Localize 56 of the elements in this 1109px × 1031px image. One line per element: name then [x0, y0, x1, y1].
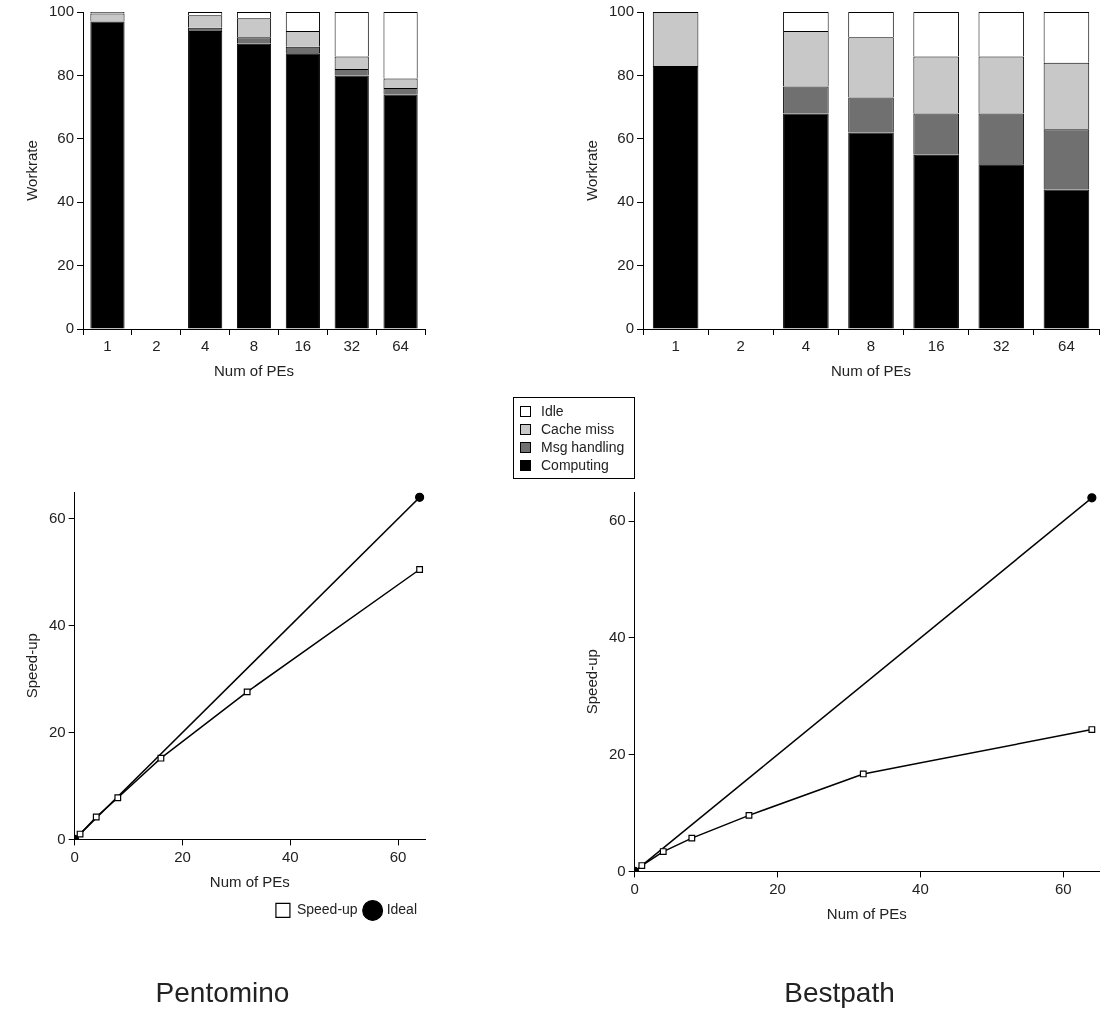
- x-tick-label: 8: [249, 337, 259, 355]
- y-axis-title: Workrate: [23, 140, 41, 201]
- y-axis-title: Speed-up: [583, 649, 601, 715]
- x-tick-label: 4: [200, 337, 210, 355]
- x-tick-label: 4: [801, 337, 811, 355]
- x-tick-label: 60: [1054, 879, 1072, 897]
- y-tick-label: 80: [57, 65, 75, 83]
- x-tick-label: 8: [866, 337, 876, 355]
- legend-label: Ideal: [386, 901, 417, 918]
- x-tick-label: 32: [992, 337, 1010, 355]
- legend-label: Computing: [541, 457, 609, 473]
- x-tick-label: 16: [294, 337, 312, 355]
- y-tick-label: 60: [609, 511, 626, 529]
- x-tick-label: 20: [769, 879, 786, 897]
- y-tick-label: 20: [49, 722, 66, 740]
- x-tick-label: 2: [152, 337, 161, 355]
- x-tick-label: 20: [174, 847, 191, 865]
- x-tick-label: 16: [927, 337, 945, 355]
- x-tick-label: 40: [912, 879, 929, 897]
- y-tick-label: 60: [49, 508, 66, 526]
- y-tick-label: 0: [625, 319, 635, 337]
- text: Bestpath: [784, 976, 895, 1008]
- y-tick-label: 100: [609, 2, 635, 20]
- x-tick-label: 2: [736, 337, 745, 355]
- x-tick-label: 60: [389, 847, 407, 865]
- legend-label: Msg handling: [541, 439, 625, 455]
- x-tick-label: 1: [103, 337, 112, 355]
- y-tick-label: 20: [617, 255, 635, 273]
- y-tick-label: 100: [49, 2, 75, 20]
- x-axis-title: Num of PEs: [826, 904, 907, 922]
- x-tick-label: 64: [1058, 337, 1075, 355]
- y-tick-label: 0: [617, 861, 626, 879]
- y-tick-label: 0: [57, 829, 66, 847]
- y-tick-label: 40: [617, 192, 635, 210]
- y-tick-label: 40: [609, 628, 626, 646]
- text: Pentomino: [155, 976, 290, 1008]
- legend-label: Cache miss: [541, 421, 615, 437]
- x-tick-label: 40: [281, 847, 299, 865]
- x-axis-title: Num of PEs: [214, 362, 295, 380]
- y-tick-label: 0: [65, 319, 75, 337]
- y-axis-title: Workrate: [583, 140, 601, 201]
- y-tick-label: 60: [57, 128, 75, 146]
- y-tick-label: 20: [609, 744, 626, 762]
- y-tick-label: 40: [49, 615, 66, 633]
- y-tick-label: 40: [57, 192, 75, 210]
- legend-label: Idle: [541, 403, 564, 419]
- x-axis-title: Num of PEs: [209, 872, 290, 890]
- y-tick-label: 20: [57, 255, 75, 273]
- y-axis-title: Speed-up: [23, 633, 41, 699]
- y-tick-label: 60: [617, 128, 635, 146]
- x-tick-label: 32: [343, 337, 361, 355]
- x-axis-title: Num of PEs: [831, 362, 912, 380]
- x-tick-label: 64: [392, 337, 409, 355]
- x-tick-label: 1: [671, 337, 680, 355]
- legend-label: Speed-up: [296, 901, 358, 918]
- y-tick-label: 80: [617, 65, 635, 83]
